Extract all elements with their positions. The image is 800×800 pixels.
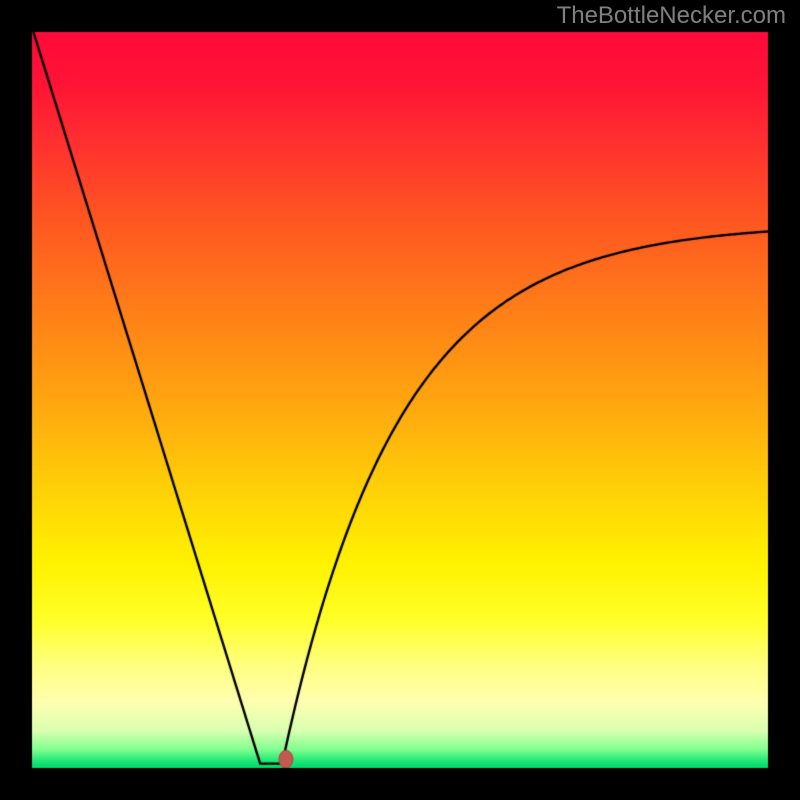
bottleneck-chart-canvas	[0, 0, 800, 800]
chart-container: TheBottleNecker.com	[0, 0, 800, 800]
